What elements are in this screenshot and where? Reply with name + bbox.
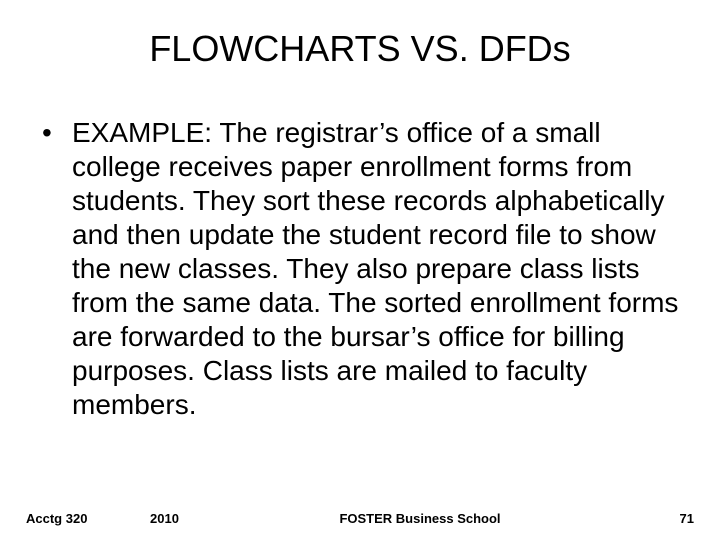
slide-body: • EXAMPLE: The registrar’s office of a s… [0, 80, 720, 422]
slide-footer: Acctg 320 2010 FOSTER Business School 71 [0, 506, 720, 526]
footer-page-number: 71 [680, 511, 694, 526]
slide-title: FLOWCHARTS VS. DFDs [0, 0, 720, 80]
bullet-item: • EXAMPLE: The registrar’s office of a s… [40, 116, 680, 422]
bullet-marker-icon: • [40, 116, 72, 150]
bullet-text: EXAMPLE: The registrar’s office of a sma… [72, 116, 680, 422]
footer-school: FOSTER Business School [0, 511, 720, 526]
slide: FLOWCHARTS VS. DFDs • EXAMPLE: The regis… [0, 0, 720, 540]
